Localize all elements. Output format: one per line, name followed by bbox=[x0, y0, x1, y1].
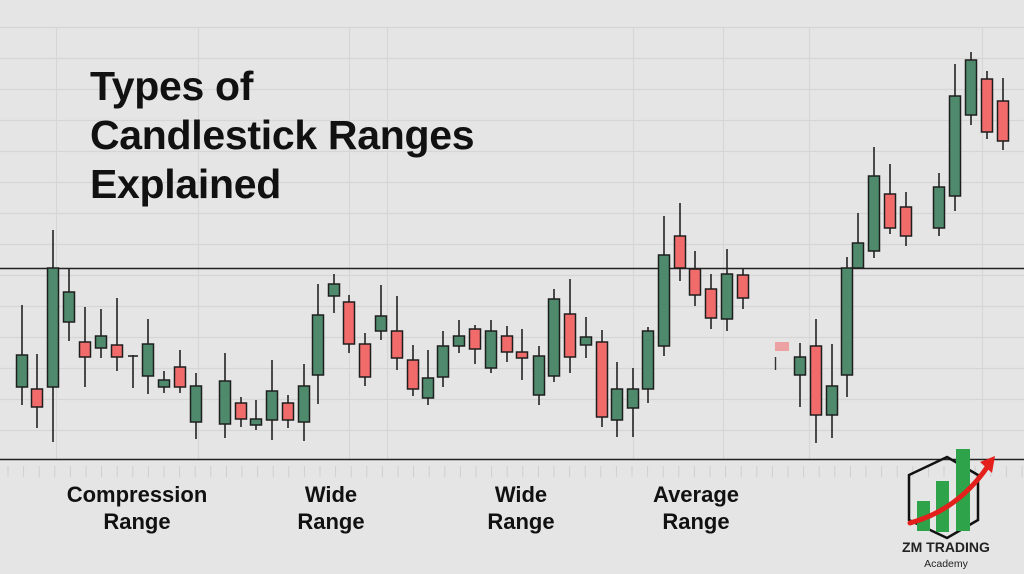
bullish-candle bbox=[851, 213, 865, 269]
bullish-candle bbox=[62, 268, 76, 341]
bearish-candle bbox=[883, 164, 897, 234]
bullish-candle bbox=[484, 320, 498, 373]
bullish-candle bbox=[297, 364, 311, 441]
bullish-candle bbox=[421, 350, 435, 405]
faded-candle-artifact bbox=[775, 342, 789, 351]
label-line-1: Wide bbox=[494, 482, 548, 507]
label-line-2: Range bbox=[297, 509, 365, 534]
bullish-candle bbox=[547, 289, 561, 382]
bullish-candle bbox=[840, 257, 854, 397]
bullish-candle bbox=[218, 353, 232, 438]
bearish-candle bbox=[281, 395, 295, 428]
bearish-candle bbox=[736, 269, 750, 309]
bullish-candle bbox=[157, 371, 171, 393]
label-line-1: Compression bbox=[66, 482, 208, 507]
bullish-candle bbox=[436, 331, 450, 387]
label-average-range: Average Range bbox=[653, 481, 739, 535]
hexagon-bar-chart-arrow-icon bbox=[907, 449, 995, 540]
bullish-candle bbox=[626, 368, 640, 437]
bearish-candle bbox=[30, 354, 44, 428]
bearish-candle bbox=[173, 350, 187, 393]
title-line-3: Explained bbox=[90, 161, 281, 207]
bullish-candle bbox=[932, 173, 946, 236]
label-line-2: Range bbox=[103, 509, 171, 534]
bullish-candle bbox=[964, 52, 978, 125]
bearish-candle bbox=[78, 307, 92, 387]
bearish-candle bbox=[704, 274, 718, 329]
bullish-candle bbox=[641, 327, 655, 403]
bullish-candle bbox=[94, 309, 108, 358]
label-line-1: Wide bbox=[304, 482, 358, 507]
label-wide-range-1: Wide Range bbox=[297, 481, 364, 535]
bullish-candle bbox=[452, 320, 466, 353]
bullish-candle bbox=[532, 346, 546, 405]
label-line-2: Range bbox=[662, 509, 730, 534]
bullish-candle bbox=[948, 64, 962, 211]
bearish-candle bbox=[996, 78, 1010, 150]
bullish-candle bbox=[46, 230, 60, 442]
bullish-candle bbox=[265, 360, 279, 440]
bearish-candle bbox=[358, 333, 372, 386]
bearish-candle bbox=[342, 295, 356, 353]
title-line-1: Types of bbox=[90, 63, 254, 109]
label-wide-range-2: Wide Range bbox=[487, 481, 554, 535]
bullish-candle bbox=[374, 285, 388, 340]
bearish-candle bbox=[468, 325, 482, 364]
page-title: Types of Candlestick Ranges Explained bbox=[90, 62, 475, 209]
bearish-candle bbox=[688, 251, 702, 306]
label-compression-range: Compression Range bbox=[67, 481, 208, 535]
bearish-candle bbox=[809, 319, 823, 443]
bearish-candle bbox=[128, 355, 138, 388]
bearish-candle bbox=[515, 329, 529, 380]
bullish-candle bbox=[249, 400, 263, 430]
bearish-candle bbox=[673, 203, 687, 281]
bearish-candle bbox=[980, 71, 994, 139]
bearish-candle bbox=[234, 397, 248, 427]
candles bbox=[15, 52, 1010, 443]
bullish-candle bbox=[793, 343, 807, 407]
bullish-candle bbox=[657, 216, 671, 356]
bullish-candle bbox=[327, 274, 341, 313]
bullish-candle bbox=[141, 319, 155, 394]
bullish-candle bbox=[610, 362, 624, 437]
logo-subtitle-text: Academy bbox=[924, 558, 968, 570]
bullish-candle bbox=[720, 249, 734, 331]
bearish-candle bbox=[595, 330, 609, 427]
label-line-2: Range bbox=[487, 509, 555, 534]
label-line-1: Average bbox=[652, 482, 740, 507]
bearish-candle bbox=[899, 192, 913, 246]
bearish-candle bbox=[110, 298, 124, 371]
bearish-candle bbox=[390, 296, 404, 370]
bullish-candle bbox=[579, 317, 593, 358]
title-line-2: Candlestick Ranges bbox=[90, 112, 475, 158]
axis-ticks bbox=[7, 466, 1023, 477]
bullish-candle bbox=[189, 373, 203, 439]
bullish-candle bbox=[15, 305, 29, 405]
bearish-candle bbox=[500, 326, 514, 362]
bearish-candle bbox=[563, 279, 577, 373]
bullish-candle bbox=[825, 344, 839, 438]
logo-brand-text: ZM TRADING bbox=[902, 539, 990, 555]
bullish-candle bbox=[311, 284, 325, 404]
bullish-candle bbox=[867, 147, 881, 258]
bearish-candle bbox=[406, 345, 420, 396]
